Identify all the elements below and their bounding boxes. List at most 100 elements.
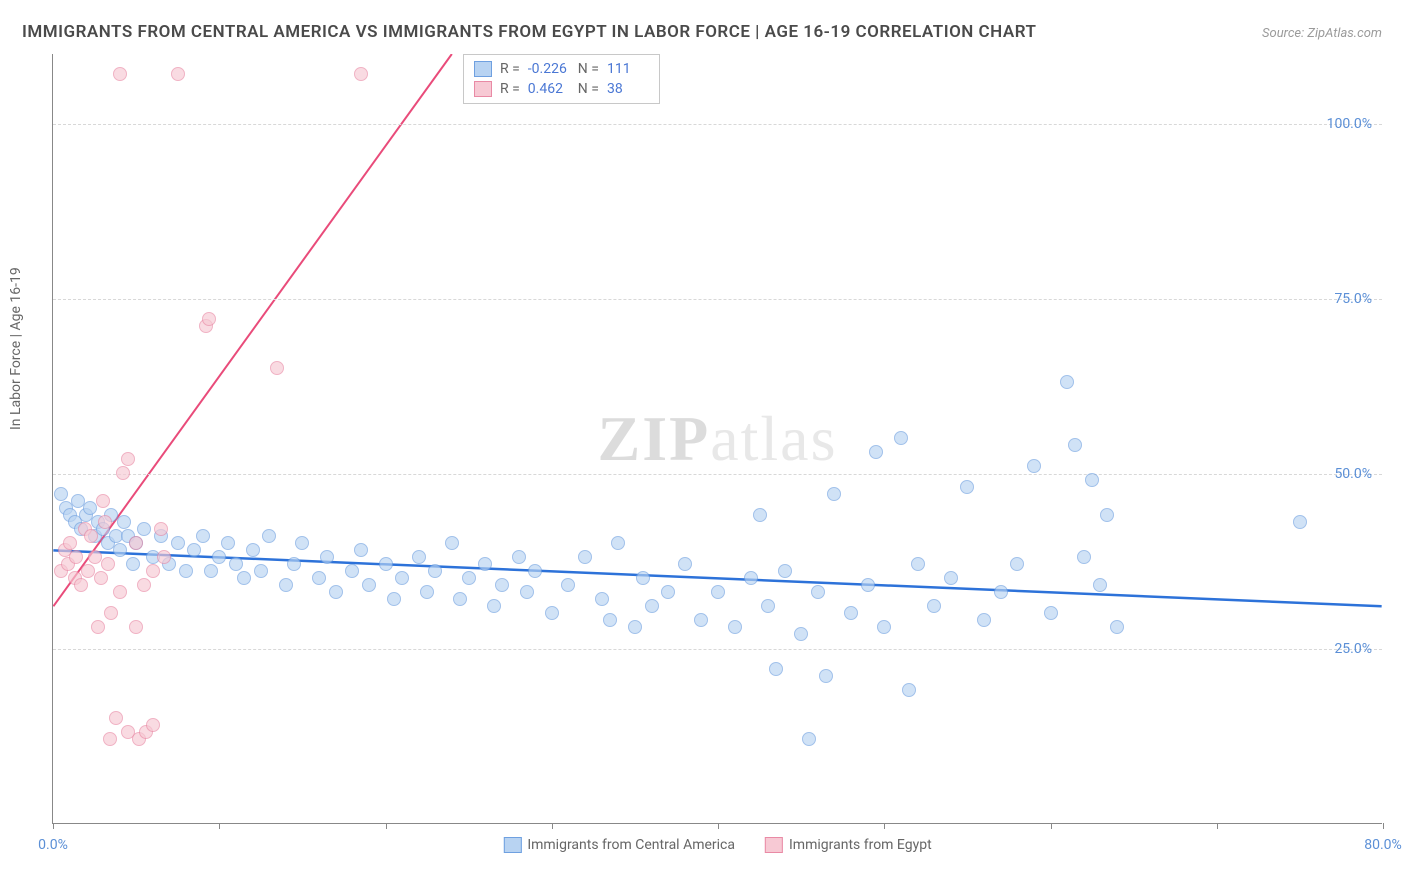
dot-series-a bbox=[287, 557, 301, 571]
legend-item-series-b: Immigrants from Egypt bbox=[765, 837, 932, 853]
dot-series-a bbox=[794, 627, 808, 641]
x-tick-mark bbox=[552, 823, 553, 829]
dot-series-b bbox=[202, 312, 216, 326]
dot-series-a bbox=[320, 550, 334, 564]
y-axis-label: In Labor Force | Age 16-19 bbox=[8, 267, 24, 430]
dot-series-a bbox=[769, 662, 783, 676]
dot-series-a bbox=[478, 557, 492, 571]
dot-series-a bbox=[994, 585, 1008, 599]
dot-series-a bbox=[212, 550, 226, 564]
x-tick-mark bbox=[386, 823, 387, 829]
dot-series-a bbox=[1085, 473, 1099, 487]
dot-series-a bbox=[420, 585, 434, 599]
dot-series-b bbox=[146, 718, 160, 732]
dot-series-a bbox=[387, 592, 401, 606]
dot-series-a bbox=[1027, 459, 1041, 473]
dot-series-a bbox=[126, 557, 140, 571]
y-tick-label: 50.0% bbox=[1334, 466, 1372, 482]
legend-swatch-b bbox=[765, 837, 783, 853]
dot-series-a bbox=[445, 536, 459, 550]
dot-series-a bbox=[295, 536, 309, 550]
gridline-h bbox=[53, 474, 1382, 475]
dot-series-a bbox=[977, 613, 991, 627]
y-tick-label: 25.0% bbox=[1334, 641, 1372, 657]
dot-series-a bbox=[1100, 508, 1114, 522]
dot-series-a bbox=[819, 669, 833, 683]
dot-series-a bbox=[1093, 578, 1107, 592]
dot-series-a bbox=[117, 515, 131, 529]
dot-series-a bbox=[811, 585, 825, 599]
dot-series-a bbox=[844, 606, 858, 620]
dot-series-b bbox=[101, 557, 115, 571]
dot-series-a bbox=[354, 543, 368, 557]
dot-series-a bbox=[113, 543, 127, 557]
dot-series-a bbox=[728, 620, 742, 634]
dot-series-a bbox=[520, 585, 534, 599]
x-tick-mark bbox=[219, 823, 220, 829]
dot-series-a bbox=[54, 487, 68, 501]
swatch-series-a bbox=[474, 61, 492, 77]
dot-series-a bbox=[1060, 375, 1074, 389]
dot-series-a bbox=[869, 445, 883, 459]
dot-series-a bbox=[428, 564, 442, 578]
dot-series-a bbox=[1293, 515, 1307, 529]
x-tick-label: 0.0% bbox=[38, 837, 68, 853]
dot-series-a bbox=[902, 683, 916, 697]
x-tick-mark bbox=[53, 823, 54, 829]
dot-series-b bbox=[74, 578, 88, 592]
dot-series-a bbox=[83, 501, 97, 515]
dot-series-a bbox=[944, 571, 958, 585]
dot-series-a bbox=[329, 585, 343, 599]
dot-series-a bbox=[487, 599, 501, 613]
dot-series-b bbox=[154, 522, 168, 536]
dot-series-a bbox=[753, 508, 767, 522]
dot-series-a bbox=[545, 606, 559, 620]
dot-series-a bbox=[221, 536, 235, 550]
legend-swatch-a bbox=[503, 837, 521, 853]
dot-series-a bbox=[453, 592, 467, 606]
dot-series-a bbox=[802, 732, 816, 746]
dot-series-b bbox=[129, 536, 143, 550]
legend-label-b: Immigrants from Egypt bbox=[789, 837, 932, 853]
dot-series-a bbox=[137, 522, 151, 536]
dot-series-a bbox=[262, 529, 276, 543]
dot-series-a bbox=[778, 564, 792, 578]
x-tick-label: 80.0% bbox=[1364, 837, 1402, 853]
dot-series-b bbox=[81, 564, 95, 578]
dot-series-a bbox=[362, 578, 376, 592]
dot-series-a bbox=[345, 564, 359, 578]
watermark: ZIPatlas bbox=[598, 402, 838, 476]
dot-series-b bbox=[104, 606, 118, 620]
dot-series-a bbox=[578, 550, 592, 564]
dot-series-a bbox=[229, 557, 243, 571]
dot-series-a bbox=[196, 529, 210, 543]
dot-series-b bbox=[113, 585, 127, 599]
dot-series-a bbox=[462, 571, 476, 585]
dot-series-b bbox=[63, 536, 77, 550]
dot-series-a bbox=[246, 543, 260, 557]
dot-series-a bbox=[595, 592, 609, 606]
dot-series-a bbox=[894, 431, 908, 445]
stats-box: R = -0.226 N = 111 R = 0.462 N = 38 bbox=[463, 54, 660, 104]
dot-series-a bbox=[744, 571, 758, 585]
dot-series-a bbox=[1010, 557, 1024, 571]
dot-series-a bbox=[171, 536, 185, 550]
chart-title: IMMIGRANTS FROM CENTRAL AMERICA VS IMMIG… bbox=[22, 22, 1036, 42]
dot-series-b bbox=[113, 67, 127, 81]
dot-series-a bbox=[495, 578, 509, 592]
gridline-h bbox=[53, 124, 1382, 125]
dot-series-a bbox=[861, 578, 875, 592]
legend-label-a: Immigrants from Central America bbox=[527, 837, 735, 853]
scatter-chart: ZIPatlas R = -0.226 N = 111 R = 0.462 N … bbox=[52, 54, 1382, 824]
dot-series-a bbox=[395, 571, 409, 585]
dot-series-b bbox=[88, 550, 102, 564]
x-tick-mark bbox=[1217, 823, 1218, 829]
dot-series-a bbox=[603, 613, 617, 627]
dot-series-a bbox=[911, 557, 925, 571]
dot-series-b bbox=[146, 564, 160, 578]
dot-series-a bbox=[827, 487, 841, 501]
dot-series-a bbox=[561, 578, 575, 592]
dot-series-b bbox=[94, 571, 108, 585]
x-tick-mark bbox=[1051, 823, 1052, 829]
dot-series-b bbox=[137, 578, 151, 592]
